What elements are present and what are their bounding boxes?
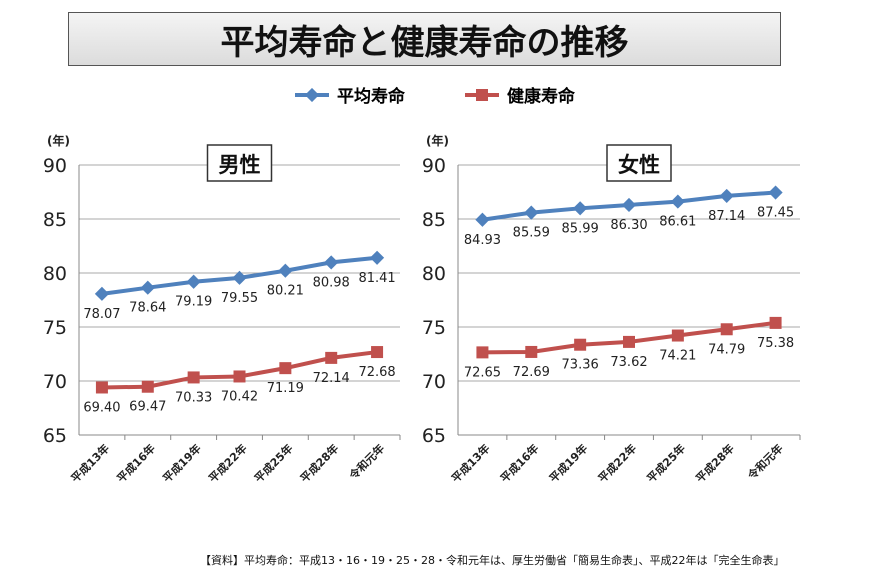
- y-axis-unit: (年): [47, 133, 70, 148]
- data-point-diamond: [94, 286, 109, 301]
- diamond-marker-icon: [295, 87, 329, 102]
- data-point-diamond: [278, 263, 293, 278]
- legend-label: 平均寿命: [337, 87, 405, 107]
- x-tick-label: 平成28年: [297, 441, 341, 485]
- data-point-square: [623, 335, 635, 348]
- x-tick-label: 平成22年: [206, 441, 250, 485]
- page-title: 平均寿命と健康寿命の推移: [68, 12, 781, 66]
- y-tick-label: 75: [43, 317, 67, 339]
- data-label: 85.59: [513, 226, 550, 241]
- x-tick-label: 平成28年: [693, 441, 737, 485]
- data-label: 80.98: [313, 275, 350, 290]
- legend: 平均寿命 健康寿命: [0, 82, 870, 107]
- x-tick-label: 平成13年: [448, 441, 492, 485]
- data-point-diamond: [186, 274, 201, 289]
- y-tick-label: 85: [422, 209, 446, 231]
- legend-item-healthy: 健康寿命: [465, 82, 575, 107]
- y-tick-label: 75: [422, 317, 446, 339]
- panel-title-box: [206, 144, 273, 182]
- data-point-square: [141, 380, 154, 393]
- data-label: 73.62: [610, 355, 647, 370]
- y-tick-label: 70: [43, 371, 67, 393]
- x-tick-label: 平成25年: [644, 441, 688, 485]
- x-tick-label: 令和元年: [345, 441, 387, 483]
- data-label: 86.61: [659, 215, 696, 230]
- data-point-square: [769, 316, 782, 329]
- y-tick-label: 85: [43, 209, 67, 231]
- data-point-diamond: [140, 280, 155, 295]
- data-label: 78.07: [83, 307, 120, 322]
- data-label: 87.14: [708, 209, 745, 224]
- data-point-square: [279, 362, 292, 375]
- data-label: 74.21: [659, 349, 696, 364]
- data-label: 81.41: [358, 271, 395, 286]
- data-point-square: [187, 371, 200, 384]
- data-point-square: [574, 338, 587, 351]
- data-point-square: [671, 329, 684, 342]
- panel-title-box: [606, 144, 672, 182]
- data-point-diamond: [524, 205, 539, 220]
- data-point-square: [476, 346, 489, 359]
- panel-title: 男性: [219, 153, 261, 177]
- data-label: 72.65: [464, 365, 501, 380]
- data-label: 69.40: [83, 400, 120, 415]
- data-point-diamond: [324, 255, 339, 270]
- x-tick-label: 令和元年: [744, 441, 786, 483]
- y-tick-label: 80: [43, 263, 67, 285]
- data-label: 78.64: [129, 301, 166, 316]
- y-tick-label: 90: [422, 155, 446, 177]
- data-label: 72.14: [313, 371, 350, 386]
- data-label: 74.79: [708, 342, 745, 357]
- data-point-diamond: [370, 250, 385, 265]
- data-label: 72.68: [358, 365, 395, 380]
- data-point-square: [233, 370, 246, 383]
- data-point-square: [720, 323, 733, 336]
- data-label: 86.30: [610, 218, 647, 233]
- y-tick-label: 80: [422, 263, 446, 285]
- data-label: 75.38: [757, 336, 794, 351]
- x-tick-label: 平成16年: [114, 441, 158, 485]
- y-axis-unit: (年): [426, 133, 449, 148]
- y-tick-label: 65: [43, 425, 67, 447]
- data-point-square: [95, 381, 108, 394]
- x-tick-label: 平成25年: [251, 441, 295, 485]
- data-point-square: [525, 345, 538, 358]
- data-label: 69.47: [129, 400, 166, 415]
- y-tick-label: 70: [422, 371, 446, 393]
- data-label: 70.33: [175, 390, 212, 405]
- data-point-diamond: [768, 185, 783, 200]
- y-tick-label: 90: [43, 155, 67, 177]
- y-tick-label: 65: [422, 425, 446, 447]
- x-tick-label: 平成19年: [546, 441, 590, 485]
- data-point-diamond: [475, 212, 490, 227]
- x-tick-label: 平成13年: [68, 441, 112, 485]
- data-label: 79.55: [221, 291, 258, 306]
- data-label: 72.69: [513, 365, 550, 380]
- x-tick-label: 平成22年: [595, 441, 639, 485]
- data-point-diamond: [621, 197, 637, 213]
- legend-item-average: 平均寿命: [295, 82, 405, 107]
- data-label: 85.99: [562, 221, 599, 236]
- data-point-square: [371, 346, 384, 359]
- data-label: 73.36: [562, 358, 599, 373]
- data-point-square: [325, 351, 338, 364]
- square-marker-icon: [465, 88, 499, 101]
- data-label: 84.93: [464, 233, 501, 248]
- data-point-diamond: [670, 194, 685, 209]
- data-label: 79.19: [175, 295, 212, 310]
- data-label: 87.45: [757, 206, 794, 221]
- data-point-diamond: [232, 270, 247, 285]
- data-label: 71.19: [267, 381, 304, 396]
- data-label: 70.42: [221, 389, 258, 404]
- panel-title: 女性: [618, 153, 660, 177]
- data-point-diamond: [719, 188, 734, 203]
- x-tick-label: 平成19年: [160, 441, 204, 485]
- source-note: 【資料】平均寿命：平成13・16・19・25・28・令和元年は、厚生労働省「簡易…: [200, 554, 785, 567]
- data-point-diamond: [573, 201, 588, 216]
- x-tick-label: 平成16年: [497, 441, 541, 485]
- legend-label: 健康寿命: [507, 87, 575, 107]
- data-label: 80.21: [267, 284, 304, 299]
